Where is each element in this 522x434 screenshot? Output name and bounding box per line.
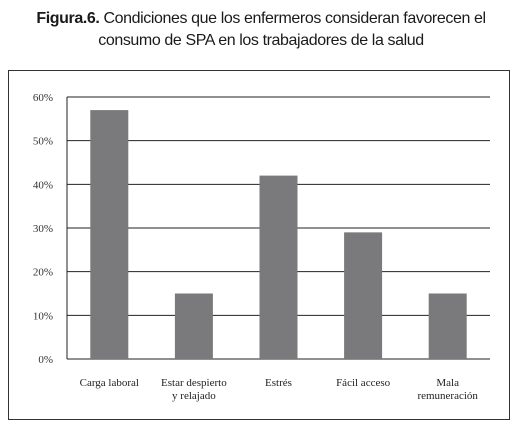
bar xyxy=(90,110,129,359)
y-tick-label: 60% xyxy=(33,92,53,104)
figure-title-line1: Condiciones que los enfermeros considera… xyxy=(103,10,486,27)
x-category-label: Carga laboral xyxy=(80,377,139,389)
x-category-label: remuneración xyxy=(417,390,478,402)
bar xyxy=(174,293,213,359)
y-tick-label: 10% xyxy=(33,310,53,322)
y-tick-label: 40% xyxy=(33,179,53,191)
chart-frame xyxy=(8,70,510,420)
y-tick-label: 50% xyxy=(33,136,53,148)
x-category-label: Estar despierto xyxy=(161,377,227,389)
bar xyxy=(259,175,298,359)
x-category-label: y relajado xyxy=(172,390,216,402)
y-tick-label: 20% xyxy=(33,267,53,279)
bar xyxy=(344,232,383,359)
x-category-label: Estrés xyxy=(265,377,292,389)
y-tick-label: 0% xyxy=(38,354,53,366)
x-category-label: Mala xyxy=(436,377,459,389)
figure-title: Figura.6. Condiciones que los enfermeros… xyxy=(0,8,522,52)
x-category-label: Fácil acceso xyxy=(336,377,391,389)
bar xyxy=(428,293,467,359)
y-tick-label: 30% xyxy=(33,223,53,235)
figure-label: Figura.6. xyxy=(36,10,100,27)
figure-title-line2: consumo de SPA en los trabajadores de la… xyxy=(98,32,424,49)
